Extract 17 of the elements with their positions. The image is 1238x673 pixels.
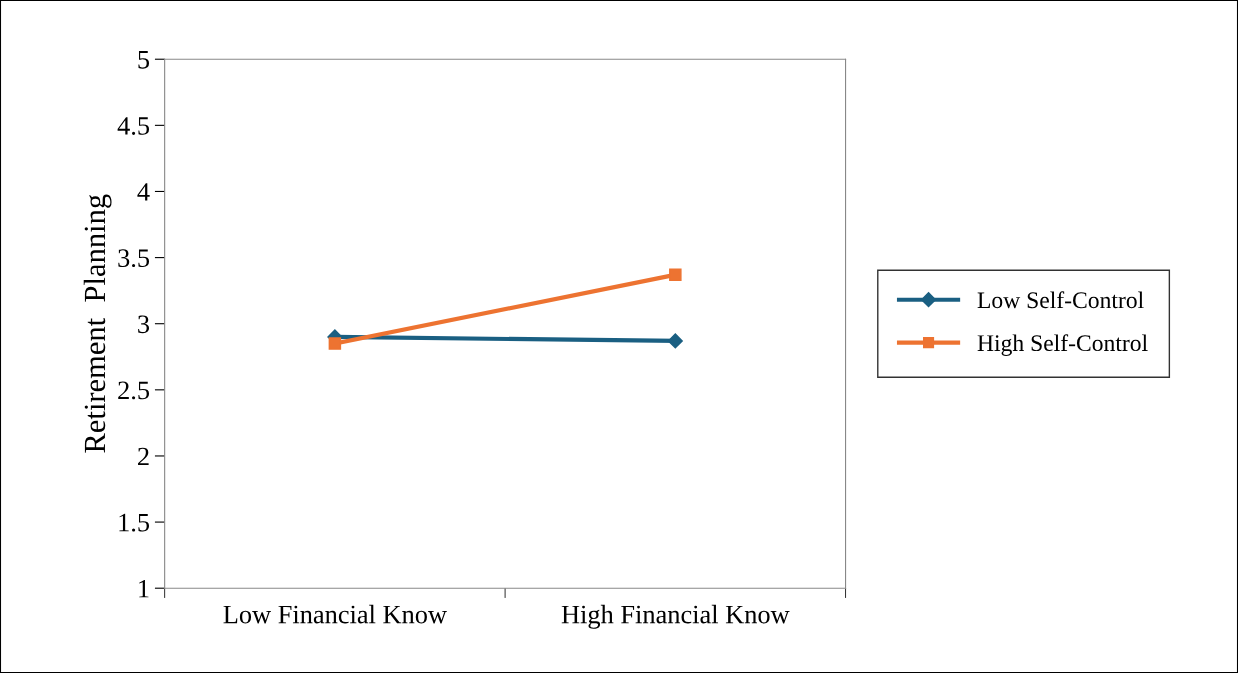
y-tick-label: 2.5 [118, 381, 150, 400]
legend-label: Low Self-Control [977, 291, 1144, 309]
y-tick-label: 3.5 [118, 249, 150, 268]
y-axis-title: Retirement Planning [83, 194, 112, 453]
point [328, 337, 342, 350]
x-tick-label: Low Financial Know [223, 604, 447, 624]
y-tick-label: 2 [138, 447, 149, 466]
y-tick-label: 3 [138, 315, 150, 334]
point [667, 333, 683, 349]
legend-label: High Self-Control [977, 334, 1148, 356]
y-tick-label: 5 [138, 51, 150, 69]
y-tick-label: 4 [137, 183, 150, 201]
y-tick-label: 1 [139, 579, 149, 598]
y-tick-label: 1.5 [119, 513, 150, 532]
y-tick-label: 4.5 [117, 117, 150, 135]
point [669, 268, 682, 282]
x-tick-label: High Financial Know [561, 604, 790, 629]
